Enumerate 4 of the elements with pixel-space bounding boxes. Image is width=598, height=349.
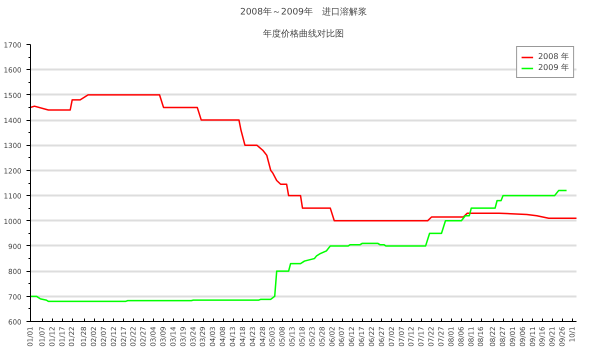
legend-label: 2009 年: [538, 62, 569, 73]
chart-subtitle: 年度价格曲线对比图: [263, 28, 344, 40]
legend-label: 2008 年: [538, 51, 569, 62]
chart-title: 2008年～2009年 进口溶解浆: [240, 6, 367, 18]
